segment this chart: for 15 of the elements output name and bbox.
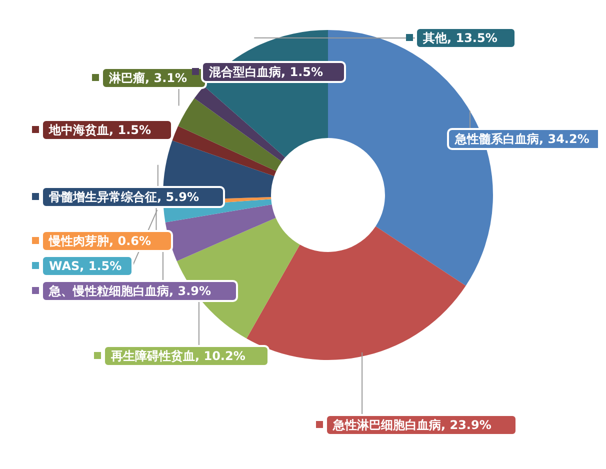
legend-label: 急性淋巴细胞白血病, 23.9% — [332, 418, 492, 432]
legend-label: 混合型白血病, 1.5% — [208, 65, 324, 79]
legend-label: 其他, 13.5% — [422, 31, 498, 45]
donut-slice — [246, 226, 466, 360]
legend-label: 骨髓增生异常综合征, 5.9% — [49, 190, 200, 204]
legend-label: WAS, 1.5% — [49, 259, 122, 273]
donut-slice — [178, 98, 282, 172]
legend-label: 慢性肉芽肿, 0.6% — [48, 234, 152, 248]
legend-label: 淋巴瘤, 3.1% — [108, 71, 188, 85]
donut-slice — [165, 204, 276, 262]
legend-label: 再生障碍性贫血, 10.2% — [110, 349, 246, 363]
slice-label: 急性髓系白血病, 34.2% — [454, 132, 590, 146]
donut-slice — [194, 86, 286, 162]
legend-label: 急、慢性粒细胞白血病, 3.9% — [48, 284, 212, 298]
legend-label: 地中海贫血, 1.5% — [48, 123, 152, 137]
